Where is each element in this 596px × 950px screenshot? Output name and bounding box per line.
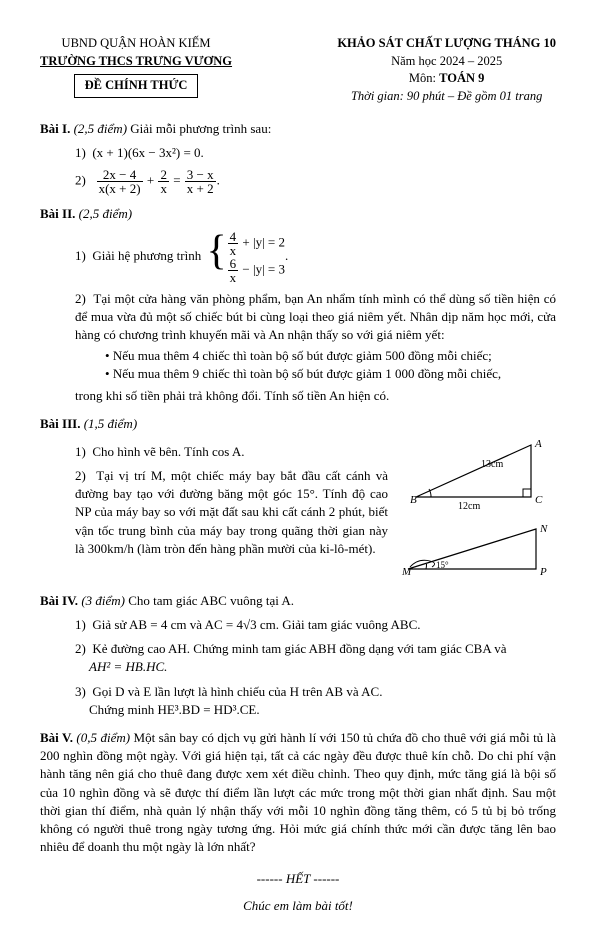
fraction: 2 x	[158, 168, 169, 195]
fraction: 2x − 4 x(x + 2)	[97, 168, 143, 195]
subject-line: Môn: TOÁN 9	[337, 70, 556, 88]
plane-figure: 15° M P N	[396, 522, 551, 582]
exam-title: KHẢO SÁT CHẤT LƯỢNG THÁNG 10	[337, 35, 556, 53]
bai4-list: 1) Giả sử AB = 4 cm và AC = 4√3 cm. Giải…	[40, 616, 556, 719]
svg-text:A: A	[534, 438, 542, 450]
end-marker: HẾT	[40, 870, 556, 888]
header-left: UBND QUẬN HOÀN KIẾM TRƯỜNG THCS TRƯNG VƯ…	[40, 35, 232, 98]
footer: HẾT Chúc em làm bài tốt!	[40, 870, 556, 914]
bai4-q3: 3) Gọi D và E lần lượt là hình chiếu của…	[75, 683, 556, 719]
exam-header: UBND QUẬN HOÀN KIẾM TRƯỜNG THCS TRƯNG VƯ…	[40, 35, 556, 105]
bullet: Nếu mua thêm 9 chiếc thì toàn bộ số bút …	[105, 365, 556, 383]
bai4-heading: Bài IV. (3 điểm) Cho tam giác ABC vuông …	[40, 592, 556, 610]
bai1-q2: 2) 2x − 4 x(x + 2) + 2 x = 3 − x x + 2 .	[75, 168, 556, 195]
svg-text:P: P	[539, 566, 547, 578]
duration-line: Thời gian: 90 phút – Đề gồm 01 trang	[337, 88, 556, 106]
district-line: UBND QUẬN HOÀN KIẾM	[40, 35, 232, 53]
fraction: 3 − x x + 2	[185, 168, 216, 195]
header-right: KHẢO SÁT CHẤT LƯỢNG THÁNG 10 Năm học 202…	[337, 35, 556, 105]
bai1-list: 1) (x + 1)(6x − 3x²) = 0. 2) 2x − 4 x(x …	[40, 144, 556, 195]
bai1-q1: 1) (x + 1)(6x − 3x²) = 0.	[75, 144, 556, 162]
svg-text:12cm: 12cm	[458, 501, 480, 512]
svg-text:N: N	[539, 523, 548, 535]
bai3-row: 1) Cho hình vẽ bên. Tính cos A. 2) Tại v…	[40, 433, 556, 582]
bai2-list: 1) Giải hệ phương trình { 4x + |y| = 2 6…	[40, 230, 556, 405]
svg-text:15°: 15°	[436, 560, 449, 570]
equation-system: { 4x + |y| = 2 6x − |y| = 3	[206, 230, 285, 284]
bai4-q1: 1) Giả sử AB = 4 cm và AC = 4√3 cm. Giải…	[75, 616, 556, 634]
svg-text:13cm: 13cm	[481, 459, 503, 470]
bai3-q1: 1) Cho hình vẽ bên. Tính cos A.	[75, 443, 388, 461]
svg-text:M: M	[401, 566, 412, 578]
bai3-heading: Bài III. (1,5 điểm)	[40, 415, 556, 433]
bai2-q2: 2) Tại một cửa hàng văn phòng phẩm, bạn …	[75, 290, 556, 405]
school-line: TRƯỜNG THCS TRƯNG VƯƠNG	[40, 53, 232, 71]
bai5-heading: Bài V. (0,5 điểm) Một sân bay có dịch vụ…	[40, 729, 556, 856]
bai4-q2: 2) Kẻ đường cao AH. Chứng minh tam giác …	[75, 640, 556, 676]
bai2-heading: Bài II. (2,5 điểm)	[40, 205, 556, 223]
official-stamp: ĐỀ CHÍNH THỨC	[74, 74, 199, 98]
bai3-q2: 2) Tại vị trí M, một chiếc máy bay bắt đ…	[75, 467, 388, 558]
svg-text:B: B	[410, 494, 417, 506]
triangle-figure: B C A 13cm 12cm	[396, 437, 551, 512]
bai1-heading: Bài I. (2,5 điểm) Giải mỗi phương trình …	[40, 120, 556, 138]
bai2-q1: 1) Giải hệ phương trình { 4x + |y| = 2 6…	[75, 230, 556, 284]
year-line: Năm học 2024 – 2025	[337, 53, 556, 71]
bullet: Nếu mua thêm 4 chiếc thì toàn bộ số bút …	[105, 347, 556, 365]
svg-text:C: C	[535, 494, 543, 506]
closing-line: Chúc em làm bài tốt!	[40, 897, 556, 915]
figures-column: B C A 13cm 12cm 15° M P N	[396, 433, 556, 582]
